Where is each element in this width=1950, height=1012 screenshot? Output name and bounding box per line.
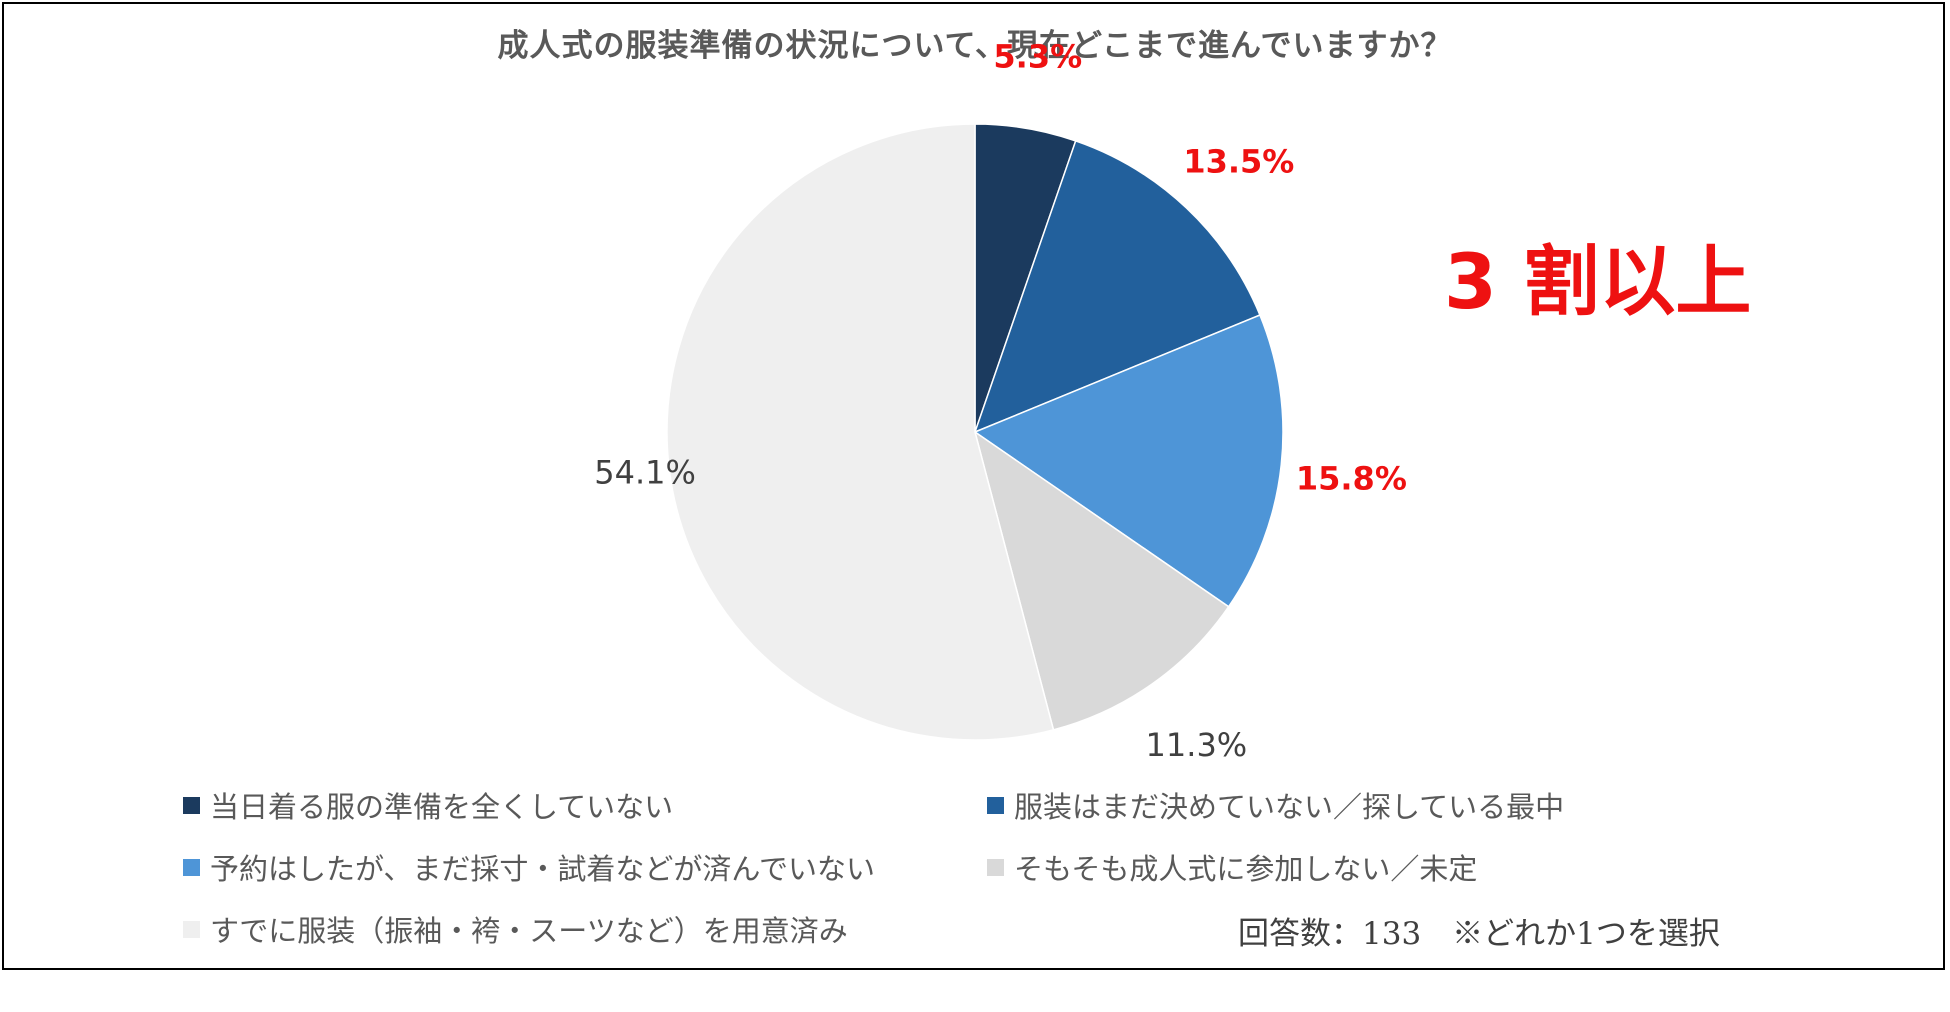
pie-slice [973, 139, 1261, 434]
slice-value-label: 54.1% [594, 454, 696, 492]
slice-value-label: 13.5% [1183, 142, 1294, 180]
pie-slice [666, 123, 1055, 741]
response-count-note: 回答数：133 ※どれか1つを選択 [1238, 916, 1720, 952]
slice-value-label: 15.8% [1296, 460, 1407, 498]
pie-slice [973, 314, 1284, 608]
slice-value-label: 5.3% [993, 37, 1082, 75]
chart-title: 成人式の服装準備の状況について、現在どこまで進んでいますか？ [497, 28, 1453, 64]
callout-annotation: 3 割以上 [1444, 237, 1752, 326]
slice-value-label: 11.3% [1146, 726, 1248, 764]
pie-slice [973, 430, 1230, 731]
